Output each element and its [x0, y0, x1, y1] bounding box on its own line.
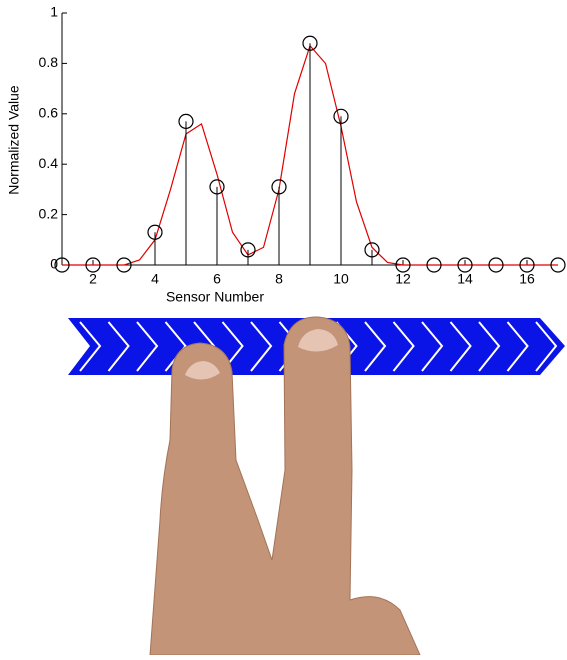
x-tick-label: 6 — [213, 271, 221, 287]
page: {"chart_data": {"type": "stem", "xlabel"… — [0, 0, 567, 655]
x-tick-label: 14 — [457, 271, 473, 287]
x-tick-label: 8 — [275, 271, 283, 287]
y-tick-label: 1 — [50, 4, 58, 20]
x-tick-label: 4 — [151, 271, 159, 287]
y-tick-label: 0.4 — [39, 155, 59, 171]
figure: Sensor Number Normalized Value 00.20.40.… — [0, 0, 567, 655]
y-tick-label: 0.2 — [39, 205, 59, 221]
x-tick-label: 2 — [89, 271, 97, 287]
y-axis-label: Normalized Value — [6, 85, 22, 195]
photo — [68, 317, 565, 655]
x-tick-label: 10 — [333, 271, 349, 287]
x-tick-label: 12 — [395, 271, 411, 287]
x-axis-label: Sensor Number — [166, 289, 264, 305]
y-tick-label: 0.6 — [39, 105, 59, 121]
y-tick-label: 0.8 — [39, 54, 59, 70]
x-tick-label: 16 — [519, 271, 535, 287]
